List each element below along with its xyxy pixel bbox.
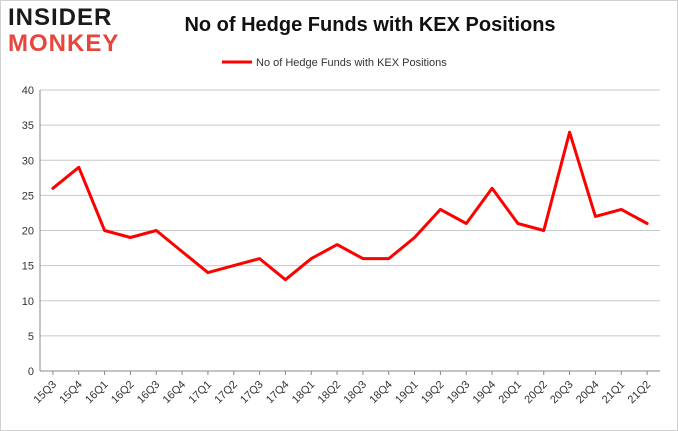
x-tick-label: 15Q3 <box>32 379 60 407</box>
series-line-0 <box>51 130 649 282</box>
legend-label: No of Hedge Funds with KEX Positions <box>256 57 447 69</box>
x-tick-label: 21Q2 <box>626 379 654 407</box>
y-tick-label: 25 <box>22 190 34 202</box>
x-tick-label: 18Q3 <box>342 379 370 407</box>
x-tick-label: 21Q1 <box>600 379 628 407</box>
x-tick-label: 20Q3 <box>548 379 576 407</box>
x-tick-label: 17Q1 <box>187 379 215 407</box>
x-tick-label: 17Q4 <box>264 379 292 407</box>
x-tick-label: 20Q4 <box>574 379 602 407</box>
y-tick-label: 0 <box>28 366 34 378</box>
logo-word-monkey: MONKEY <box>8 30 120 57</box>
x-tick-label: 18Q2 <box>316 379 344 407</box>
x-tick-label: 20Q1 <box>497 379 525 407</box>
y-tick-label: 20 <box>22 226 34 238</box>
x-tick-label: 16Q3 <box>135 379 163 407</box>
x-tick-label: 19Q1 <box>393 379 421 407</box>
x-tick-label: 19Q4 <box>471 379 499 407</box>
x-tick-label: 16Q1 <box>83 379 111 407</box>
insider-monkey-logo: INSIDER MONKEY <box>8 6 119 56</box>
y-tick-label: 30 <box>22 155 34 167</box>
x-tick-label: 19Q2 <box>419 379 447 407</box>
x-tick-label: 17Q2 <box>212 379 240 407</box>
y-tick-label: 15 <box>22 261 34 273</box>
y-tick-label: 10 <box>22 296 34 308</box>
x-tick-label: 16Q2 <box>109 379 137 407</box>
x-tick-label: 16Q4 <box>161 379 189 407</box>
x-tick-label: 20Q2 <box>522 379 550 407</box>
y-tick-label: 35 <box>22 120 34 132</box>
chart-title: No of Hedge Funds with KEX Positions <box>184 14 556 36</box>
x-tick-label: 18Q4 <box>367 379 395 407</box>
x-tick-label: 15Q4 <box>57 379 85 407</box>
y-tick-label: 5 <box>28 331 34 343</box>
y-tick-label: 40 <box>22 85 34 97</box>
x-tick-label: 17Q3 <box>238 379 266 407</box>
logo-word-insider: INSIDER <box>8 4 113 31</box>
x-tick-label: 19Q3 <box>445 379 473 407</box>
x-tick-label: 18Q1 <box>290 379 318 407</box>
